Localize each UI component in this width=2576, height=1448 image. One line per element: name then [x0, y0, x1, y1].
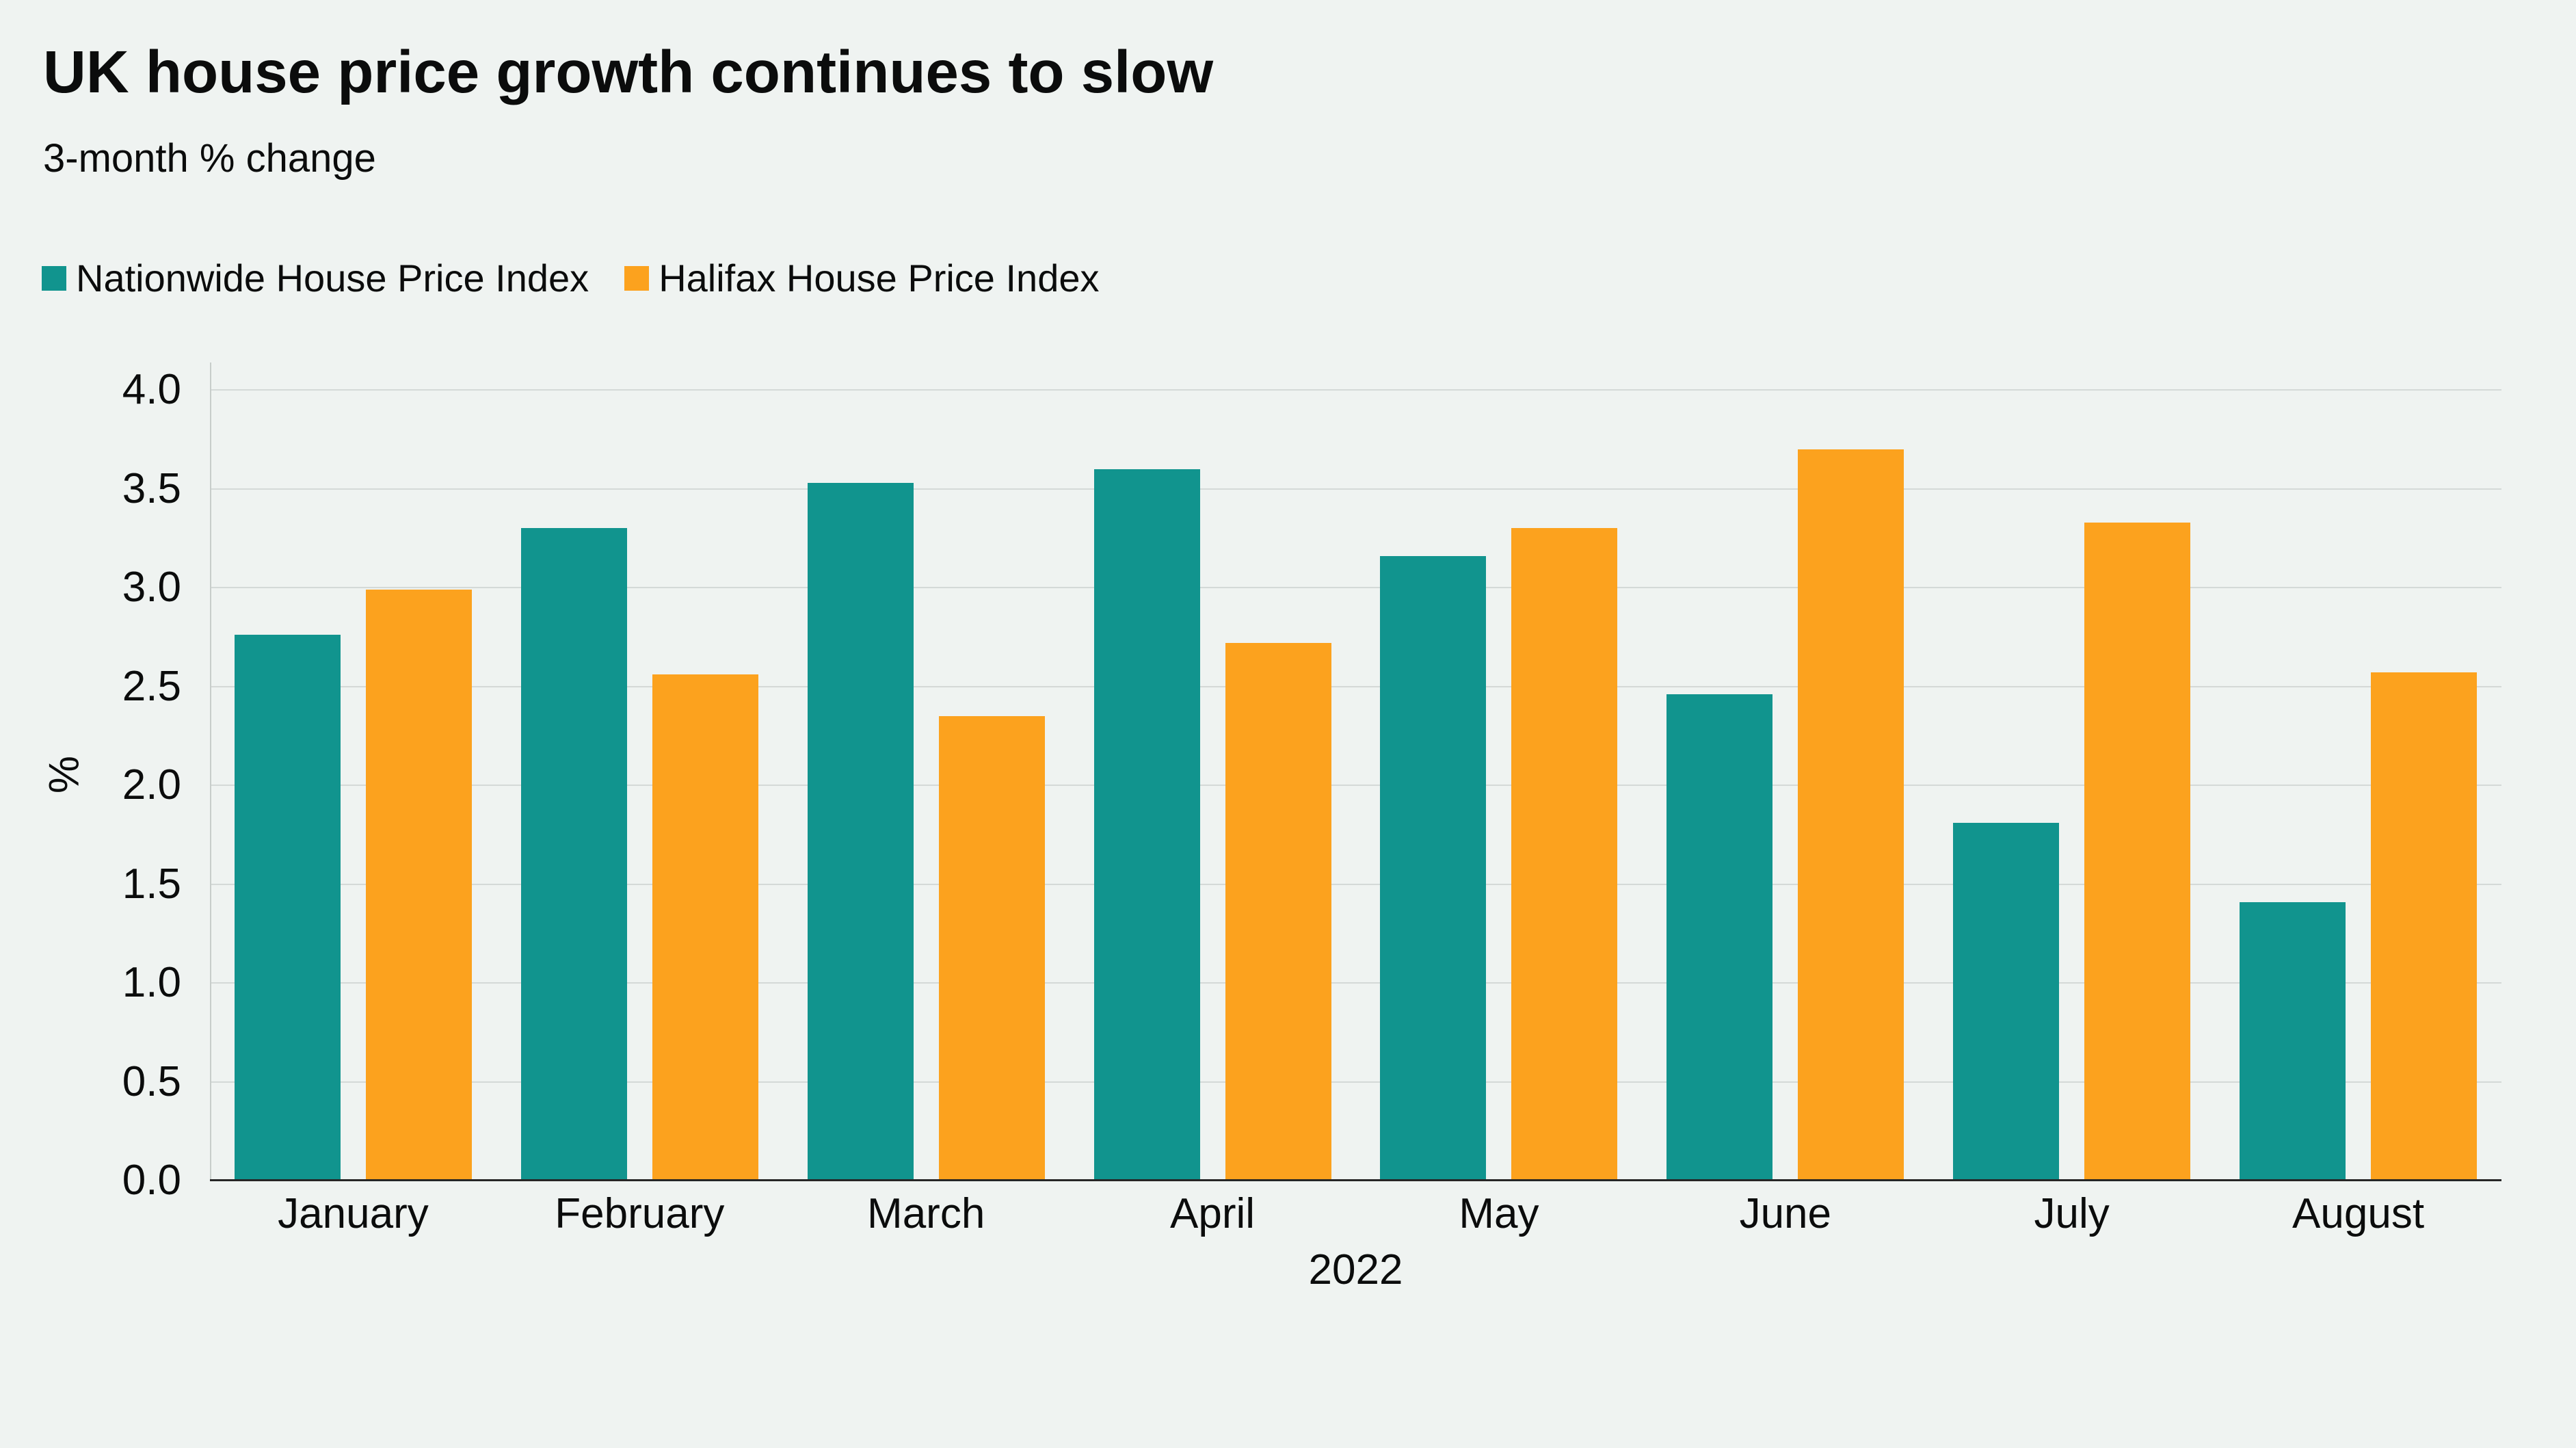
y-tick-label-0.5: 0.5 — [122, 1057, 181, 1105]
bar-group-march — [783, 363, 1070, 1181]
gridline-2.5 — [210, 685, 2501, 687]
y-axis-line — [210, 363, 211, 1181]
bar-nationwide-may — [1380, 555, 1487, 1181]
x-tick-label-june: June — [1739, 1190, 1832, 1237]
y-tick-label-4.0: 4.0 — [122, 366, 181, 413]
legend-label: Halifax House Price Index — [659, 256, 1100, 300]
bar-nationwide-january — [234, 635, 341, 1181]
bar-halifax-june — [1798, 449, 1904, 1181]
gridline-1.0 — [210, 982, 2501, 984]
bar-nationwide-february — [520, 528, 627, 1181]
chart-title: UK house price growth continues to slow — [43, 39, 1214, 105]
x-tick-label-august: August — [2292, 1190, 2425, 1237]
x-axis-year-label: 2022 — [1308, 1246, 1403, 1293]
bar-group-august — [2215, 363, 2501, 1181]
y-tick-label-3.5: 3.5 — [122, 464, 181, 512]
legend-item-halifax: Halifax House Price Index — [624, 256, 1100, 300]
x-axis-labels: January February March April May June July Augu… — [210, 1193, 2501, 1235]
bar-halifax-august — [2371, 672, 2478, 1181]
x-tick-label-april: April — [1170, 1190, 1256, 1237]
bar-nationwide-june — [1667, 694, 1773, 1181]
bar-halifax-july — [2084, 522, 2191, 1181]
bar-nationwide-march — [807, 482, 914, 1181]
bar-group-february — [496, 363, 783, 1181]
gridline-3.5 — [210, 488, 2501, 490]
bar-nationwide-august — [2240, 901, 2346, 1181]
legend-swatch-nationwide — [42, 265, 66, 291]
plot-area — [210, 363, 2501, 1181]
bar-group-january — [210, 363, 496, 1181]
bar-halifax-may — [1511, 528, 1618, 1181]
gridline-4.0 — [210, 389, 2501, 391]
legend-swatch-halifax — [624, 265, 650, 291]
y-tick-label-0.0: 0.0 — [122, 1157, 181, 1204]
bar-group-july — [1928, 363, 2215, 1181]
bar-group-june — [1642, 363, 1928, 1181]
x-tick-label-march: March — [867, 1190, 985, 1237]
bar-halifax-january — [365, 589, 472, 1181]
x-axis-line — [210, 1179, 2501, 1181]
bar-halifax-april — [1225, 642, 1331, 1181]
bar-nationwide-april — [1093, 469, 1200, 1181]
legend-label: Nationwide House Price Index — [76, 256, 589, 300]
y-axis-tick-labels: 0.0 0.5 1.0 1.5 2.0 2.5 3.0 3.5 4.0 — [0, 0, 181, 1448]
y-tick-label-3.0: 3.0 — [122, 564, 181, 611]
chart-subtitle: 3-month % change — [43, 136, 376, 181]
bar-group-may — [1356, 363, 1643, 1181]
x-tick-label-january: January — [278, 1190, 429, 1237]
x-tick-label-february: February — [555, 1190, 725, 1237]
bar-halifax-february — [652, 674, 758, 1181]
gridline-1.5 — [210, 883, 2501, 885]
bar-groups — [210, 363, 2501, 1181]
legend-item-nationwide: Nationwide House Price Index — [42, 256, 589, 300]
bar-group-april — [1070, 363, 1356, 1181]
legend: Nationwide House Price Index Halifax Hous… — [42, 256, 1100, 300]
bar-halifax-march — [938, 715, 1045, 1181]
y-tick-label-2.0: 2.0 — [122, 761, 181, 808]
x-tick-label-july: July — [2034, 1190, 2110, 1237]
gridline-2.0 — [210, 785, 2501, 786]
gridline-0.5 — [210, 1081, 2501, 1083]
y-tick-label-2.5: 2.5 — [122, 662, 181, 710]
y-tick-label-1.5: 1.5 — [122, 860, 181, 908]
x-tick-label-may: May — [1459, 1190, 1539, 1237]
bar-nationwide-july — [1953, 822, 2060, 1181]
y-tick-label-1.0: 1.0 — [122, 959, 181, 1006]
gridline-3.0 — [210, 587, 2501, 588]
